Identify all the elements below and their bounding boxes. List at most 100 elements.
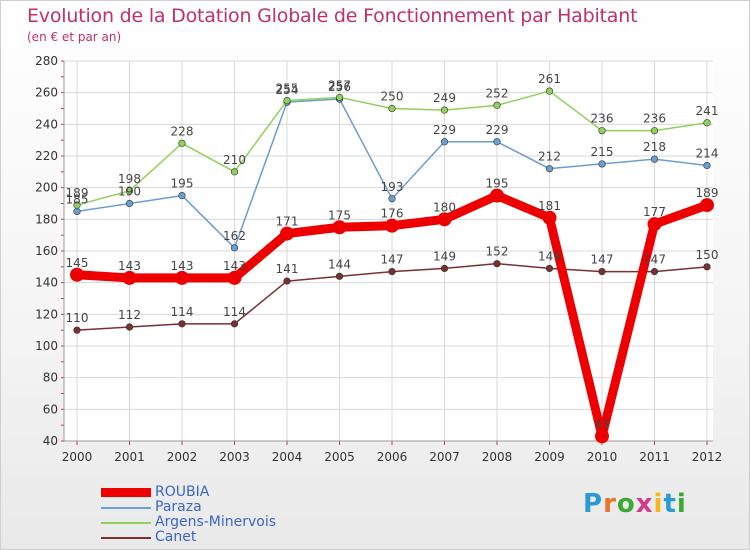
legend-item: Paraza [101, 500, 351, 515]
y-tick-label: 100 [35, 339, 58, 353]
y-tick-label: 280 [35, 54, 58, 68]
x-tick-label: 2007 [429, 450, 460, 464]
data-point-canet [230, 320, 239, 328]
data-label-roubia: 143 [171, 259, 194, 273]
x-tick-label: 2002 [167, 450, 198, 464]
data-label-canet: 152 [486, 245, 509, 259]
y-tick-label: 80 [43, 371, 58, 385]
data-label-roubia: 145 [66, 256, 89, 270]
data-point-roubia [70, 267, 84, 282]
data-label-roubia: 177 [643, 205, 666, 219]
data-point-paraza [703, 161, 711, 170]
data-label-argens-minervois: 257 [328, 78, 351, 92]
data-point-paraza [178, 191, 186, 200]
y-tick-label: 200 [35, 181, 58, 195]
chart-title: Evolution de la Dotation Globale de Fonc… [27, 5, 638, 27]
data-label-canet: 150 [696, 248, 719, 262]
y-tick-label: 60 [43, 402, 58, 416]
data-point-argens-minervois [545, 87, 554, 95]
legend-swatch [101, 506, 151, 509]
data-point-argens-minervois [440, 106, 449, 114]
y-tick-label: 260 [35, 86, 58, 100]
data-label-paraza: 195 [171, 177, 194, 191]
data-point-canet [283, 277, 291, 285]
data-point-paraza [545, 165, 554, 173]
data-point-canet [335, 272, 344, 280]
data-label-paraza: 254 [276, 83, 299, 97]
data-point-paraza [388, 195, 396, 203]
data-label-canet: 144 [328, 257, 351, 271]
y-tick-label: 40 [43, 434, 58, 448]
data-point-paraza [73, 207, 81, 216]
data-point-argens-minervois [178, 139, 186, 147]
y-tick-label: 220 [35, 149, 58, 163]
logo-letter: P [583, 489, 604, 519]
data-label-roubia: 195 [486, 177, 509, 191]
data-label-argens-minervois: 198 [118, 172, 141, 186]
data-label-argens-minervois: 261 [538, 72, 561, 86]
data-point-roubia [175, 270, 189, 285]
logo-letter: o [616, 489, 636, 519]
data-label-roubia: 143 [223, 259, 246, 273]
data-point-argens-minervois [703, 119, 711, 127]
data-label-canet: 114 [223, 305, 246, 319]
proxiti-logo: Proxiti [583, 489, 687, 519]
data-point-roubia [437, 212, 452, 227]
data-point-canet [440, 264, 449, 273]
data-point-paraza [493, 138, 501, 146]
data-label-paraza: 215 [591, 145, 614, 159]
data-label-paraza: 185 [66, 192, 89, 206]
data-point-argens-minervois [335, 93, 344, 102]
data-label-roubia: 176 [381, 207, 404, 221]
data-label-argens-minervois: 241 [696, 104, 719, 118]
x-tick-label: 2010 [587, 450, 618, 464]
data-label-paraza: 162 [223, 229, 246, 243]
data-label-canet: 147 [591, 253, 614, 267]
y-tick-label: 160 [35, 244, 58, 258]
x-tick-label: 2000 [62, 450, 93, 464]
x-tick-label: 2008 [482, 450, 513, 464]
x-tick-label: 2012 [692, 450, 723, 464]
data-point-roubia [280, 226, 294, 241]
data-point-canet [73, 326, 81, 334]
chart-legend: ROUBIA Paraza Argens-Minervois Canet [101, 485, 351, 545]
legend-label: Argens-Minervois [155, 514, 277, 530]
data-point-argens-minervois [650, 127, 659, 135]
data-label-roubia: 180 [433, 200, 456, 214]
data-point-canet [545, 264, 554, 273]
legend-label: ROUBIA [155, 484, 210, 500]
data-point-roubia [700, 198, 714, 213]
data-point-argens-minervois [283, 96, 291, 105]
data-point-argens-minervois [598, 127, 606, 135]
data-point-argens-minervois [230, 168, 239, 176]
data-point-canet [178, 320, 186, 328]
data-label-paraza: 229 [433, 123, 456, 137]
data-label-roubia: 43 [594, 417, 609, 431]
data-label-paraza: 218 [643, 140, 666, 154]
data-point-roubia [227, 270, 242, 285]
data-point-roubia [332, 220, 347, 235]
legend-item: Argens-Minervois [101, 515, 351, 530]
data-point-roubia [490, 188, 504, 203]
data-point-argens-minervois [73, 201, 81, 209]
data-point-canet [493, 260, 501, 268]
logo-letter: x [635, 489, 654, 519]
data-label-argens-minervois: 228 [171, 124, 194, 138]
data-point-canet [125, 323, 134, 331]
data-label-roubia: 181 [538, 199, 561, 213]
legend-swatch [101, 488, 151, 497]
data-label-canet: 149 [538, 249, 561, 263]
legend-item: Canet [101, 530, 351, 545]
data-label-paraza: 212 [538, 150, 561, 164]
logo-letter: i [676, 489, 687, 519]
data-point-paraza [230, 244, 239, 252]
logo-letter: i [653, 489, 664, 519]
data-point-paraza [650, 155, 659, 163]
data-label-canet: 141 [276, 262, 299, 276]
data-label-canet: 147 [381, 253, 404, 267]
data-point-roubia [122, 270, 137, 285]
legend-label: Paraza [155, 499, 202, 515]
data-label-canet: 114 [171, 305, 194, 319]
data-point-paraza [598, 160, 606, 168]
